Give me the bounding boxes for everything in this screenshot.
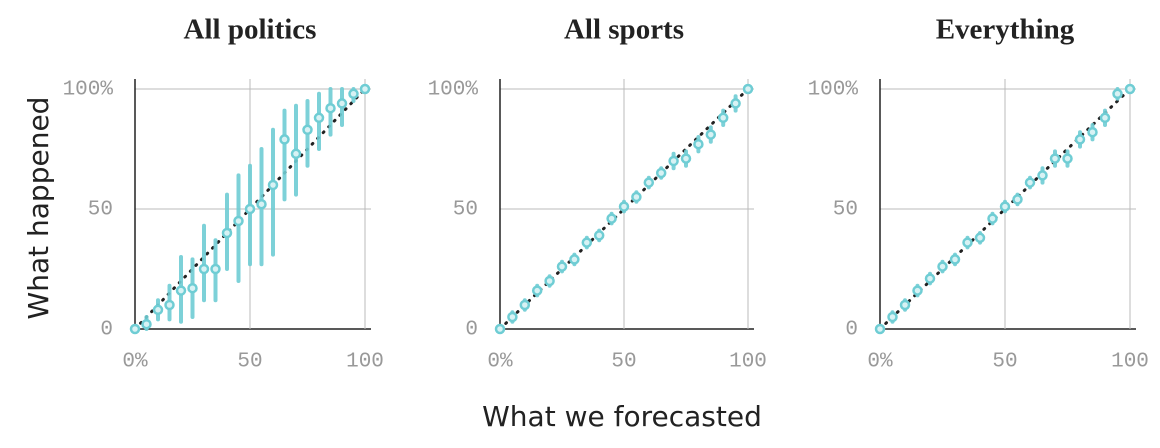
point <box>129 323 141 335</box>
x-tick-label: 50 <box>237 351 262 374</box>
point <box>887 311 898 323</box>
point <box>1037 170 1048 181</box>
chart-title: Everything <box>936 14 1075 46</box>
y-tick-label: 0 <box>100 319 113 342</box>
point <box>962 237 973 248</box>
point <box>141 318 152 330</box>
point <box>593 230 605 241</box>
y-tick-label: 50 <box>833 199 858 222</box>
x-tick-label: 0% <box>122 351 148 374</box>
point <box>1012 194 1023 205</box>
x-axis-label: What we forecasted <box>482 400 762 433</box>
point <box>359 83 371 95</box>
point <box>912 285 923 296</box>
point <box>325 102 336 114</box>
point <box>519 299 531 311</box>
x-tick-label: 0% <box>867 351 893 374</box>
point <box>290 148 302 160</box>
point <box>152 304 164 316</box>
point <box>1074 134 1086 145</box>
y-tick-label: 0 <box>465 319 478 342</box>
point <box>244 203 256 215</box>
point <box>987 213 998 224</box>
point <box>693 138 704 150</box>
point <box>899 299 911 311</box>
point <box>494 323 506 335</box>
chart-title: All sports <box>564 14 684 46</box>
point <box>1124 83 1136 95</box>
point <box>643 177 655 188</box>
point <box>631 191 642 203</box>
point <box>937 261 948 272</box>
y-tick-label: 100% <box>63 79 114 102</box>
y-tick-label: 50 <box>453 199 478 222</box>
y-tick-label: 50 <box>88 199 113 222</box>
point <box>279 134 290 145</box>
x-tick-label: 100 <box>729 351 767 374</box>
point <box>348 88 359 100</box>
x-tick-label: 50 <box>611 351 636 374</box>
point <box>655 167 667 179</box>
point <box>1112 88 1123 100</box>
point <box>198 263 210 275</box>
x-tick-label: 50 <box>992 351 1017 374</box>
point <box>1099 112 1111 124</box>
point <box>187 282 198 294</box>
y-tick-label: 100% <box>808 79 859 102</box>
point <box>221 227 233 239</box>
point <box>164 299 175 311</box>
reference-diagonal <box>133 87 367 331</box>
point <box>717 112 729 124</box>
point <box>544 275 555 287</box>
point <box>175 285 187 296</box>
point <box>680 153 692 164</box>
point <box>531 285 543 296</box>
x-tick-label: 0% <box>487 351 513 374</box>
point <box>974 232 986 244</box>
point <box>705 129 717 140</box>
chart-title: All politics <box>184 14 317 46</box>
point <box>1024 177 1036 188</box>
point <box>210 263 221 275</box>
y-axis-label: What happened <box>22 97 55 320</box>
point <box>668 155 679 167</box>
y-tick-label: 100% <box>428 79 479 102</box>
point <box>874 323 886 335</box>
point <box>742 83 754 95</box>
x-tick-label: 100 <box>346 351 384 374</box>
point <box>336 98 348 109</box>
point <box>256 198 267 210</box>
point <box>1062 153 1073 164</box>
point <box>1049 153 1061 164</box>
point <box>507 311 518 323</box>
point <box>949 254 961 265</box>
point <box>569 254 580 265</box>
point <box>1087 126 1098 138</box>
x-tick-label: 100 <box>1111 351 1149 374</box>
point <box>999 201 1011 212</box>
point <box>556 261 568 272</box>
point <box>267 179 279 191</box>
point <box>233 215 244 227</box>
point <box>618 201 630 212</box>
point <box>924 273 936 284</box>
point <box>730 98 741 109</box>
y-tick-label: 0 <box>845 319 858 342</box>
point <box>606 213 617 224</box>
point <box>313 112 325 124</box>
point <box>302 124 313 136</box>
point <box>581 237 593 248</box>
